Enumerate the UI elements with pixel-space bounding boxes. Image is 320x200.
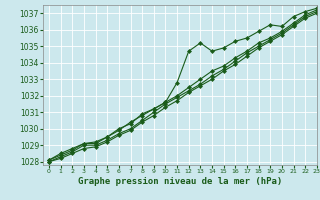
X-axis label: Graphe pression niveau de la mer (hPa): Graphe pression niveau de la mer (hPa) xyxy=(78,177,282,186)
